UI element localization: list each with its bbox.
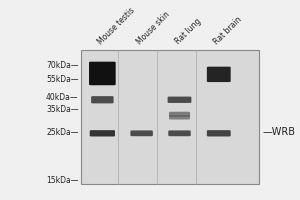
FancyBboxPatch shape <box>207 130 231 136</box>
Text: Mouse testis: Mouse testis <box>96 6 136 46</box>
Text: —WRB: —WRB <box>262 127 295 137</box>
Text: Mouse skin: Mouse skin <box>135 10 172 46</box>
Text: 25kDa—: 25kDa— <box>46 128 79 137</box>
Text: 55kDa—: 55kDa— <box>46 75 79 84</box>
Text: Rat lung: Rat lung <box>173 17 203 46</box>
Text: 15kDa—: 15kDa— <box>46 176 79 185</box>
FancyBboxPatch shape <box>81 50 260 184</box>
Text: 70kDa—: 70kDa— <box>46 61 79 70</box>
FancyBboxPatch shape <box>169 112 190 117</box>
FancyBboxPatch shape <box>90 130 115 136</box>
FancyBboxPatch shape <box>168 130 191 136</box>
FancyBboxPatch shape <box>207 67 231 82</box>
Text: 35kDa—: 35kDa— <box>46 105 79 114</box>
FancyBboxPatch shape <box>168 97 191 103</box>
FancyBboxPatch shape <box>91 96 114 103</box>
FancyBboxPatch shape <box>89 62 116 85</box>
FancyBboxPatch shape <box>130 130 153 136</box>
FancyBboxPatch shape <box>169 115 190 120</box>
Text: Rat brain: Rat brain <box>212 15 244 46</box>
Text: 40kDa—: 40kDa— <box>46 93 79 102</box>
